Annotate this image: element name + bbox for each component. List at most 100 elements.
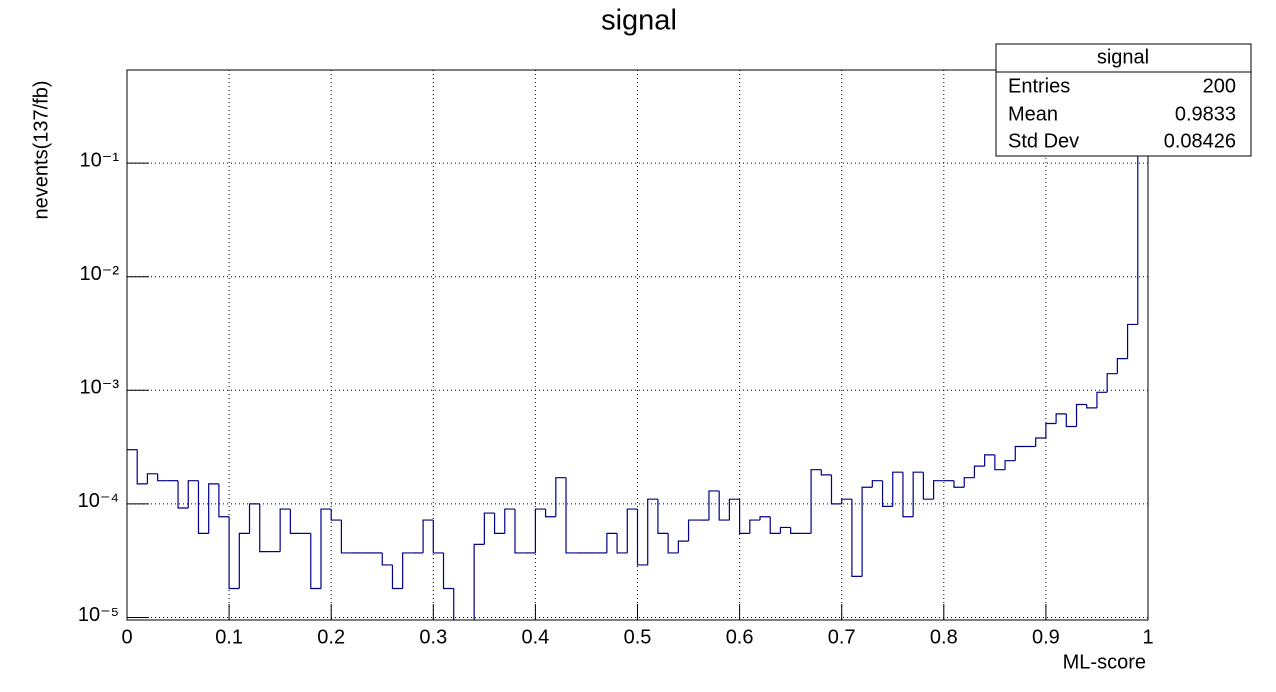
bin — [1116, 358, 1128, 374]
stats-box: signal Entries 200 Mean 0.9833 Std Dev 0… — [995, 43, 1252, 157]
bin — [1014, 445, 1026, 461]
bin — [708, 490, 720, 521]
bin — [493, 513, 505, 534]
bin — [912, 471, 924, 517]
bin — [616, 533, 628, 554]
bin — [1126, 323, 1138, 359]
stats-title: signal — [1097, 46, 1149, 68]
stats-label: Mean — [1008, 103, 1058, 125]
bin — [208, 483, 219, 534]
stats-value: 0.08426 — [1164, 130, 1236, 152]
bin — [422, 519, 434, 553]
x-tick-label: 1 — [1142, 626, 1153, 648]
bin — [881, 480, 893, 508]
bin — [340, 520, 352, 554]
bin — [1004, 460, 1016, 470]
x-tick-label: 0.4 — [521, 626, 549, 648]
bin — [320, 508, 332, 589]
bin — [310, 533, 321, 590]
bin — [1045, 422, 1057, 439]
bin — [289, 509, 301, 534]
bin — [442, 552, 454, 590]
bin — [994, 454, 1006, 471]
bin — [677, 540, 689, 553]
bin — [391, 564, 403, 590]
y-tick-label: 10⁻¹ — [80, 149, 120, 171]
x-tick-label: 0.1 — [215, 626, 243, 648]
bin — [861, 486, 873, 577]
bin — [759, 516, 771, 521]
bin — [473, 543, 485, 620]
x-axis-title: ML-score — [1063, 651, 1146, 673]
bin — [555, 477, 567, 517]
bin — [545, 509, 556, 518]
histogram — [127, 70, 1139, 620]
bin — [483, 512, 495, 545]
bin — [1055, 413, 1067, 424]
bin — [851, 499, 863, 577]
x-tick-label: 0.5 — [624, 626, 652, 648]
bin — [718, 490, 730, 521]
bin — [820, 469, 832, 476]
bin — [402, 552, 413, 589]
x-tick-label: 0.9 — [1032, 626, 1060, 648]
bin — [769, 516, 781, 534]
bin — [830, 474, 842, 505]
bin — [228, 516, 240, 590]
bin — [136, 449, 148, 485]
bin — [779, 526, 791, 534]
bin — [157, 473, 168, 482]
bin — [871, 480, 883, 488]
stats-label: Entries — [1008, 75, 1070, 97]
bin — [146, 473, 158, 484]
chart-title: signal — [601, 5, 677, 37]
x-tick-label: 0.6 — [726, 626, 754, 648]
bin — [1086, 404, 1097, 409]
bin — [790, 527, 801, 534]
bin — [218, 483, 230, 518]
bin — [984, 454, 995, 467]
bin — [739, 499, 750, 534]
y-tick-label: 10⁻³ — [80, 377, 120, 399]
bin — [330, 509, 342, 521]
stats-value: 200 — [1203, 75, 1236, 97]
bin — [432, 520, 444, 554]
bin — [1106, 373, 1118, 393]
bin — [1137, 70, 1139, 325]
bin — [963, 477, 975, 488]
bin — [504, 508, 515, 534]
bin — [892, 471, 903, 507]
bin — [687, 519, 699, 542]
plot-frame — [126, 69, 1149, 621]
bin — [647, 498, 658, 565]
bin — [1065, 413, 1077, 428]
bin — [973, 465, 985, 478]
y-axis-title: nevents(137/fb) — [30, 81, 52, 220]
bin — [626, 508, 638, 553]
bin — [1096, 391, 1108, 408]
stats-frame — [995, 43, 1252, 157]
bin — [453, 588, 455, 620]
x-tick-label: 0.2 — [317, 626, 345, 648]
bin — [279, 508, 291, 552]
bin — [1075, 403, 1087, 427]
bin — [259, 503, 270, 553]
bin — [606, 532, 618, 553]
x-tick-label: 0.8 — [930, 626, 958, 648]
plot-area: 0 0.1 0.2 0.3 0.4 0.5 0.6 0.7 0.8 0.9 1 10⁻⁵ 10⁻⁴ 10⁻… — [78, 70, 1154, 648]
bin — [1035, 437, 1046, 447]
bin — [187, 480, 199, 508]
x-tick-label: 0 — [121, 626, 132, 648]
bin — [238, 532, 250, 589]
y-tick-label: 10⁻² — [80, 263, 120, 285]
bin — [922, 472, 934, 500]
bin — [810, 469, 822, 534]
bin — [667, 533, 679, 554]
bin — [381, 552, 393, 566]
bin — [657, 499, 669, 534]
bin — [841, 498, 852, 504]
bin — [248, 503, 260, 534]
y-tick-label: 10⁻⁴ — [78, 490, 119, 512]
stats-label: Std Dev — [1008, 130, 1079, 152]
